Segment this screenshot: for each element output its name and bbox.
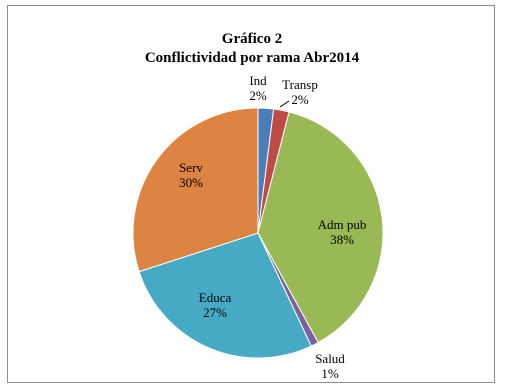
slice-label-transp: Transp 2%	[282, 77, 318, 107]
slice-label-salud: Salud 1%	[315, 351, 345, 381]
chart-title: Gráfico 2	[222, 31, 282, 47]
pie-slice-adm-pub	[257, 111, 384, 344]
pie-slices	[132, 107, 384, 359]
pie-labels: Ind 2% Transp 2% Adm pub 38% Salud 1% Educa 27% Se…	[179, 73, 366, 381]
slice-label-educa: Educa 27%	[199, 290, 232, 320]
pie-slice-serv	[132, 107, 259, 273]
slice-label-ind: Ind 2%	[249, 73, 267, 103]
slice-label-serv: Serv 30%	[179, 160, 203, 190]
leader-line-transp	[279, 100, 290, 108]
slice-label-adm-pub: Adm pub 38%	[318, 217, 367, 247]
pie-slice-educa	[138, 232, 312, 359]
chart-subtitle: Conflictividad por rama Abr2014	[145, 50, 360, 66]
